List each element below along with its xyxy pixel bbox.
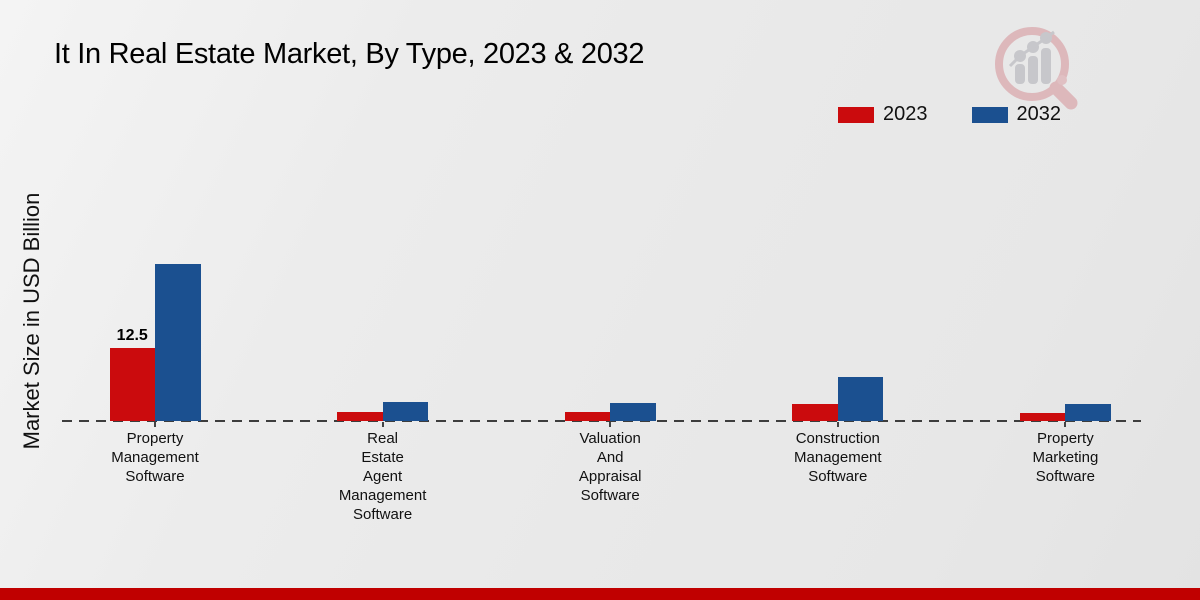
category-label-line: Valuation <box>579 430 641 447</box>
category-label: Valuation And Appraisal Software <box>510 429 710 505</box>
bar-2023-category-4 <box>1019 412 1066 421</box>
x-axis-tick <box>609 422 612 427</box>
bar-2032-category-2 <box>610 402 656 421</box>
bar-2023-category-3 <box>792 404 838 421</box>
category-label: Property Marketing Software <box>965 429 1165 486</box>
legend-swatch-icon <box>838 106 874 123</box>
category-label-line: Agent <box>362 468 403 485</box>
category-label: Real Estate Agent Management Software <box>283 429 483 524</box>
x-axis-tick <box>1064 422 1067 427</box>
category-label-line: Property <box>126 430 184 447</box>
legend: 2023 2032 <box>838 103 1061 126</box>
bar-2032-category-3 <box>837 377 884 421</box>
category-label-line: Estate <box>361 449 404 466</box>
category-label: Property Management Software <box>55 429 255 486</box>
bar-2023-category-2 <box>564 412 611 421</box>
category-label-line: Construction <box>795 430 880 447</box>
bar-2032-category-4 <box>1065 403 1111 421</box>
category-label-line: Software <box>580 487 640 504</box>
legend-item-2023: 2023 <box>838 103 928 126</box>
x-axis-tick <box>154 422 156 427</box>
bar-2032-category-0 <box>155 263 201 421</box>
bar-value-label: 12.5 <box>116 327 148 345</box>
category-label-line: Software <box>125 468 185 485</box>
bar-2032-category-1 <box>382 402 429 421</box>
category-label-line: Property <box>1037 430 1094 447</box>
category-label-line: Software <box>808 468 868 485</box>
chart-title: It In Real Estate Market, By Type, 2023 … <box>54 38 645 70</box>
bar-2023-category-0 <box>109 348 155 421</box>
category-label-line: Software <box>352 506 413 523</box>
category-label: Construction Management Software <box>738 429 938 486</box>
legend-label: 2023 <box>883 103 928 125</box>
category-label-line: Appraisal <box>578 468 642 485</box>
footer-accent-bar <box>0 588 1200 600</box>
category-label-line: Software <box>1035 468 1095 485</box>
legend-item-2032: 2032 <box>971 103 1062 126</box>
category-label-line: Management <box>111 449 199 466</box>
x-axis-tick <box>836 422 839 427</box>
category-label-line: Management <box>794 449 882 466</box>
magnifier-growth-chart-logo-icon <box>995 27 1078 110</box>
bar-2023-category-1 <box>337 412 383 421</box>
x-axis-baseline <box>62 420 1141 422</box>
x-axis-tick <box>381 422 384 427</box>
category-label-line: Marketing <box>1032 449 1099 466</box>
category-label-line: Real <box>367 430 399 447</box>
category-label-line: And <box>596 449 624 466</box>
legend-swatch-icon <box>971 106 1008 123</box>
legend-label: 2032 <box>1016 103 1062 125</box>
category-label-line: Management <box>338 487 427 504</box>
